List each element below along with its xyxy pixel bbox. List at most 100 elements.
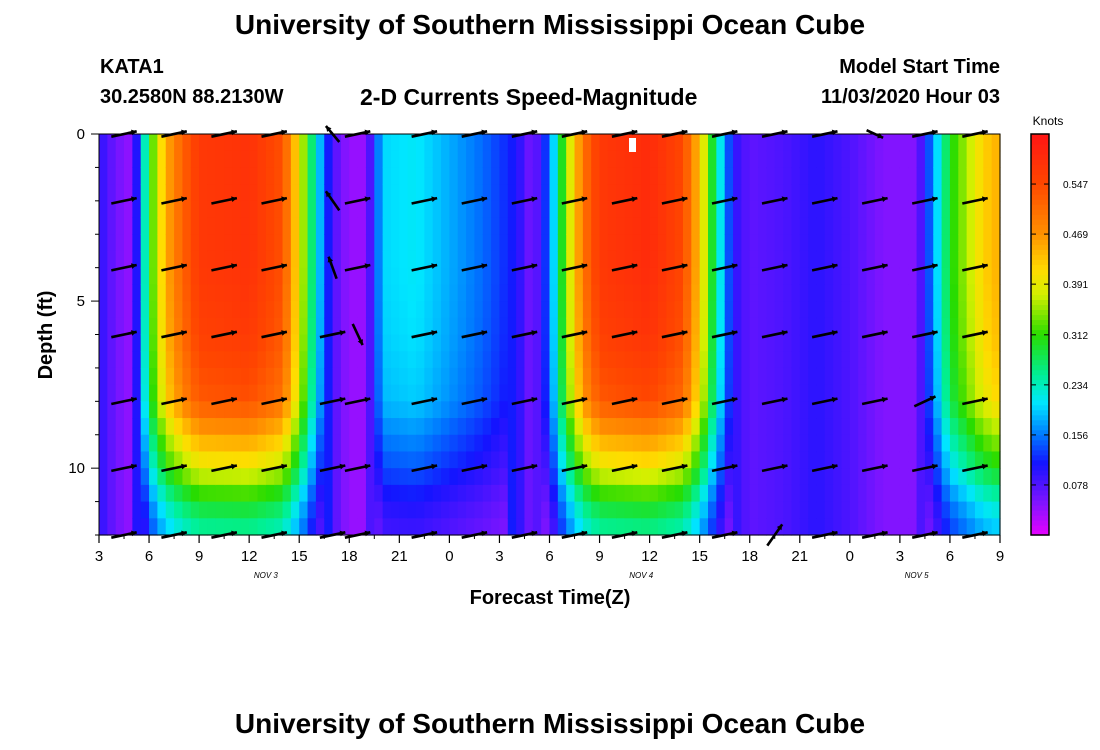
heatmap-cell (899, 418, 909, 436)
heatmap-cell (265, 284, 275, 302)
heatmap-cell (874, 468, 884, 486)
heatmap-cell (457, 401, 467, 419)
heatmap-cell (607, 150, 617, 169)
heatmap-cell (340, 284, 350, 302)
heatmap-cell (833, 401, 843, 419)
heatmap-cell (457, 518, 467, 536)
heatmap-cell (824, 184, 834, 202)
heatmap-cell (549, 301, 559, 319)
heatmap-cell (557, 134, 567, 152)
heatmap-cell (716, 484, 726, 503)
heatmap-cell (582, 484, 592, 503)
heatmap-cell (933, 484, 943, 503)
heatmap-cell (841, 167, 851, 185)
heatmap-cell (682, 451, 692, 469)
heatmap-cell (474, 167, 484, 185)
heatmap-cell (457, 134, 467, 152)
heatmap-cell (599, 150, 609, 169)
heatmap-cell (307, 150, 317, 169)
heatmap-cell (416, 167, 425, 185)
heatmap-cell (466, 501, 476, 519)
heatmap-cell (340, 401, 350, 419)
current-arrow (261, 396, 288, 406)
heatmap-cell (833, 301, 843, 319)
heatmap-cell (457, 200, 467, 219)
heatmap-cell (424, 434, 434, 453)
heatmap-cell (799, 418, 809, 436)
heatmap-cell (666, 267, 676, 285)
heatmap-cell (390, 434, 400, 453)
heatmap-cell (983, 434, 993, 453)
heatmap-cell (215, 384, 225, 402)
colorbar-segment (1031, 294, 1049, 301)
current-arrow (211, 396, 238, 406)
colorbar-segment (1031, 474, 1049, 481)
heatmap-cell (215, 451, 225, 469)
heatmap-cell (232, 284, 242, 302)
heatmap-cell (883, 301, 893, 319)
heatmap-cell (132, 217, 142, 235)
heatmap-cell (290, 367, 300, 386)
heatmap-cell (733, 267, 742, 285)
heatmap-cell (566, 468, 576, 486)
heatmap-cell (449, 284, 459, 302)
heatmap-cell (532, 301, 542, 319)
heatmap-cell (682, 267, 692, 285)
heatmap-cell (783, 317, 793, 336)
heatmap-cell (916, 234, 926, 252)
heatmap-cell (958, 167, 968, 185)
heatmap-cell (374, 134, 384, 152)
heatmap-cell (708, 351, 717, 369)
heatmap-cell (733, 401, 742, 419)
heatmap-cell (374, 418, 384, 436)
heatmap-cell (457, 351, 467, 369)
heatmap-cell (265, 150, 275, 169)
heatmap-cell (724, 250, 734, 269)
heatmap-cell (149, 451, 158, 469)
heatmap-cell (741, 401, 751, 419)
heatmap-cell (749, 384, 759, 402)
heatmap-cell (407, 200, 417, 219)
heatmap-cell (958, 301, 968, 319)
heatmap-cell (240, 317, 250, 336)
current-arrow (913, 395, 937, 408)
heatmap-cell (591, 200, 601, 219)
heatmap-cell (849, 468, 859, 486)
heatmap-cell (441, 134, 450, 152)
heatmap-cell (457, 267, 467, 285)
heatmap-cell (416, 284, 425, 302)
heatmap-cell (457, 234, 467, 252)
heatmap-cell (949, 217, 959, 235)
current-arrow (962, 196, 988, 205)
heatmap-cell (808, 401, 818, 419)
heatmap-cell (499, 284, 509, 302)
heatmap-cell (616, 317, 626, 336)
heatmap-cell (507, 234, 517, 252)
heatmap-cell (983, 418, 993, 436)
heatmap-cell (557, 367, 567, 386)
current-arrow (211, 330, 238, 339)
heatmap-cell (657, 334, 667, 352)
heatmap-cell (157, 250, 167, 269)
heatmap-cell (115, 301, 125, 319)
heatmap-cell (190, 367, 200, 386)
heatmap-cell (207, 150, 217, 169)
colorbar-segment (1031, 449, 1049, 456)
heatmap-cell (758, 468, 767, 486)
heatmap-cell (649, 418, 659, 436)
heatmap-cell (549, 351, 559, 369)
heatmap-cell (866, 367, 876, 386)
heatmap-cell (649, 434, 659, 453)
heatmap-cell (432, 284, 442, 302)
heatmap-cell (482, 468, 492, 486)
heatmap-cell (791, 384, 801, 402)
heatmap-cell (240, 367, 250, 386)
heatmap-cell (290, 301, 300, 319)
heatmap-cell (482, 351, 492, 369)
heatmap-cell (357, 167, 367, 185)
heatmap-cell (566, 301, 576, 319)
heatmap-cell (908, 351, 918, 369)
heatmap-cell (441, 384, 450, 402)
heatmap-cell (416, 334, 425, 352)
heatmap-cell (399, 250, 409, 269)
